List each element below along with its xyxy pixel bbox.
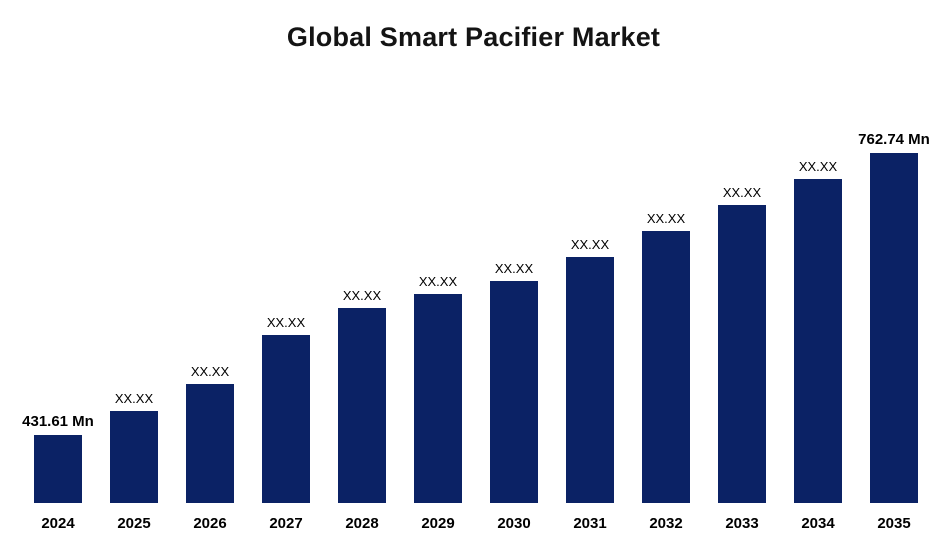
bar-column: XX.XX 2032	[630, 212, 702, 531]
x-axis-label: 2031	[573, 515, 607, 532]
bar-value-label: XX.XX	[418, 274, 458, 289]
bar-column: XX.XX 2028	[326, 289, 398, 531]
x-axis-label: 2029	[421, 515, 455, 532]
x-axis-label: 2026	[193, 515, 227, 532]
bar-value-label: XX.XX	[266, 315, 306, 330]
x-axis-label: 2024	[41, 515, 75, 532]
bar	[338, 308, 386, 503]
bar-column: XX.XX 2026	[174, 365, 246, 531]
bar-value-label: XX.XX	[342, 288, 382, 303]
bar	[566, 257, 614, 503]
bar	[186, 384, 234, 503]
bar	[262, 335, 310, 503]
chart-canvas: Global Smart Pacifier Market 431.61 Mn 20…	[0, 22, 947, 531]
x-axis-label: 2027	[269, 515, 303, 532]
bar-value-label: XX.XX	[190, 364, 230, 379]
bar-column: XX.XX 2025	[98, 392, 170, 531]
bar	[870, 153, 918, 503]
x-axis-label: 2028	[345, 515, 379, 532]
chart-title: Global Smart Pacifier Market	[286, 22, 661, 52]
bar-value-label: 762.74 Mn	[858, 131, 930, 148]
bar	[718, 205, 766, 503]
bar-value-label: XX.XX	[570, 237, 610, 252]
bar-column: 762.74 Mn 2035	[858, 132, 930, 531]
bar-value-label: XX.XX	[722, 185, 762, 200]
x-axis-label: 2025	[117, 515, 151, 532]
bar-column: XX.XX 2027	[250, 316, 322, 531]
bar-column: XX.XX 2031	[554, 238, 626, 531]
bar-chart: 431.61 Mn 2024 XX.XX 2025 XX.XX 2026 XX.XX 2027…	[22, 132, 930, 531]
bar-column: XX.XX 2034	[782, 160, 854, 531]
x-axis-label: 2035	[877, 515, 911, 532]
bar-value-label: XX.XX	[494, 261, 534, 276]
bar	[110, 411, 158, 503]
bar	[490, 281, 538, 503]
bar-value-label: 431.61 Mn	[22, 413, 94, 430]
bar-column: 431.61 Mn 2024	[22, 414, 94, 531]
x-axis-label: 2030	[497, 515, 531, 532]
bar-column: XX.XX 2029	[402, 275, 474, 531]
bar-value-label: XX.XX	[798, 159, 838, 174]
bar-value-label: XX.XX	[646, 211, 686, 226]
bar-column: XX.XX 2030	[478, 262, 550, 531]
bar-column: XX.XX 2033	[706, 186, 778, 531]
bar	[414, 294, 462, 503]
bar	[642, 231, 690, 503]
bar	[794, 179, 842, 503]
x-axis-label: 2033	[725, 515, 759, 532]
bar	[34, 435, 82, 503]
x-axis-label: 2034	[801, 515, 835, 532]
bar-value-label: XX.XX	[114, 391, 154, 406]
x-axis-label: 2032	[649, 515, 683, 532]
